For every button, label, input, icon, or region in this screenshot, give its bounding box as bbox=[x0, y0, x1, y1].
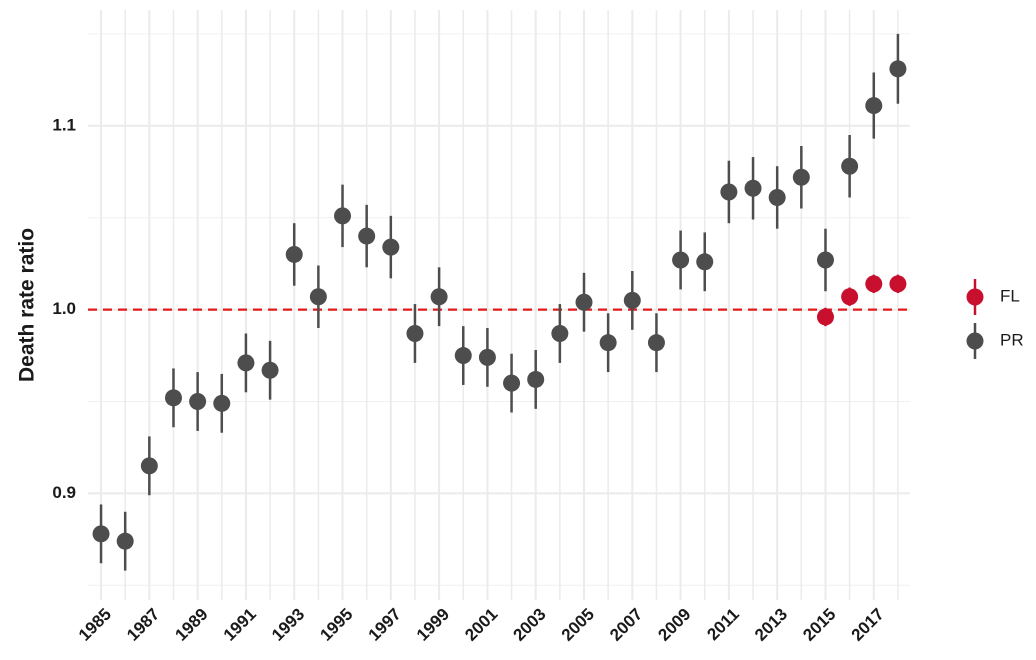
x-tick-label: 1997 bbox=[365, 605, 405, 645]
x-tick-label: 1985 bbox=[75, 605, 115, 645]
x-tick-label: 1999 bbox=[413, 605, 453, 645]
legend-label: FL bbox=[1000, 286, 1020, 305]
legend-label: PR bbox=[1000, 330, 1024, 349]
point bbox=[816, 251, 834, 269]
y-axis-label: Death rate ratio bbox=[16, 228, 39, 382]
point bbox=[527, 370, 545, 388]
x-tick-label: 1993 bbox=[268, 605, 308, 645]
point bbox=[92, 525, 110, 543]
point bbox=[116, 532, 134, 550]
point bbox=[744, 179, 762, 197]
point bbox=[720, 183, 738, 201]
point bbox=[575, 293, 593, 311]
point bbox=[237, 354, 255, 372]
x-tick-label: 1989 bbox=[171, 605, 211, 645]
point bbox=[140, 457, 158, 475]
point bbox=[623, 291, 641, 309]
y-tick-label: 1.1 bbox=[52, 115, 76, 134]
point bbox=[382, 238, 400, 256]
x-tick-label: 2005 bbox=[558, 605, 598, 645]
x-tick-label: 1987 bbox=[123, 605, 163, 645]
point bbox=[889, 60, 907, 78]
x-tick-label: 2015 bbox=[799, 605, 839, 645]
y-tick-label: 0.9 bbox=[52, 483, 76, 502]
x-tick-label: 1995 bbox=[316, 605, 356, 645]
x-tick-label: 1991 bbox=[220, 605, 260, 645]
x-tick-label: 2013 bbox=[751, 605, 791, 645]
point bbox=[358, 227, 376, 245]
point bbox=[841, 157, 859, 175]
point bbox=[672, 251, 690, 269]
point bbox=[503, 374, 521, 392]
point bbox=[865, 275, 883, 293]
point bbox=[285, 245, 303, 263]
point bbox=[551, 324, 569, 342]
point bbox=[454, 347, 472, 365]
point bbox=[768, 188, 786, 206]
point bbox=[261, 361, 279, 379]
point bbox=[334, 207, 352, 225]
point bbox=[696, 253, 714, 271]
point bbox=[889, 275, 907, 293]
point bbox=[841, 288, 859, 306]
legend-key-point bbox=[966, 288, 984, 306]
x-tick-label: 2007 bbox=[606, 605, 646, 645]
point bbox=[189, 392, 207, 410]
x-tick-label: 2001 bbox=[461, 605, 501, 645]
point bbox=[164, 389, 182, 407]
point bbox=[309, 288, 327, 306]
point bbox=[213, 394, 231, 412]
point bbox=[599, 334, 617, 352]
point bbox=[406, 324, 424, 342]
point bbox=[478, 348, 496, 366]
x-tick-label: 2003 bbox=[510, 605, 550, 645]
x-tick-label: 2017 bbox=[848, 605, 888, 645]
point bbox=[865, 97, 883, 115]
x-tick-label: 2009 bbox=[654, 605, 694, 645]
point bbox=[792, 168, 810, 186]
point bbox=[647, 334, 665, 352]
point bbox=[816, 308, 834, 326]
y-tick-label: 1.0 bbox=[52, 299, 76, 318]
x-tick-label: 2011 bbox=[703, 605, 743, 645]
point bbox=[430, 288, 448, 306]
legend-key-point bbox=[966, 332, 984, 350]
